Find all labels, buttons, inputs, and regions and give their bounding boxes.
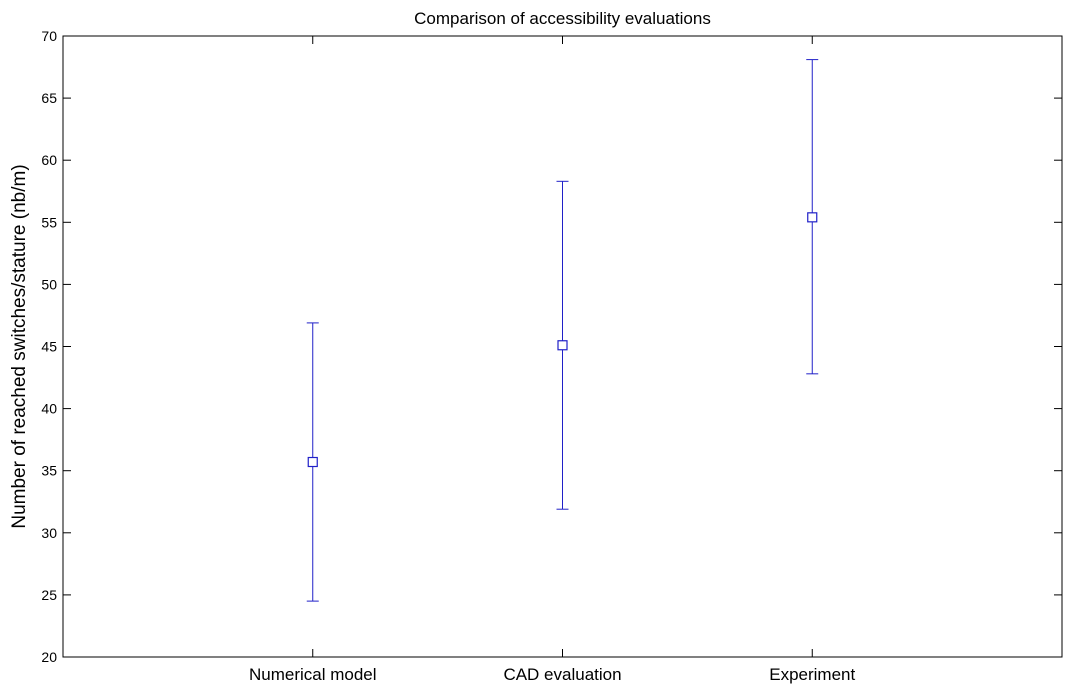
y-tick-label: 50 [41,276,57,292]
y-tick-label: 45 [41,339,57,355]
y-tick-label: 40 [41,401,57,417]
y-tick-label: 30 [41,525,57,541]
x-tick-label: CAD evaluation [503,665,621,684]
y-tick-label: 60 [41,152,57,168]
y-tick-label: 65 [41,90,57,106]
x-tick-label: Experiment [769,665,855,684]
y-tick-label: 20 [41,649,57,665]
y-tick-label: 25 [41,587,57,603]
y-axis-label: Number of reached switches/stature (nb/m… [9,164,30,528]
chart-title: Comparison of accessibility evaluations [414,9,711,28]
data-point-marker [307,456,318,468]
x-tick-labels: Numerical model CAD evaluation Experiment [249,665,856,684]
data-point-marker [557,340,568,351]
axes-frame [62,35,1063,658]
data-point-marker [807,212,818,223]
y-tick-label: 35 [41,463,57,479]
x-tick-label: Numerical model [249,665,377,684]
y-tick-label: 55 [41,214,57,230]
data-marks [306,59,819,602]
y-tick-label: 70 [41,28,57,44]
y-tick-labels: 20 25 30 35 40 45 50 55 60 65 70 [41,28,57,665]
